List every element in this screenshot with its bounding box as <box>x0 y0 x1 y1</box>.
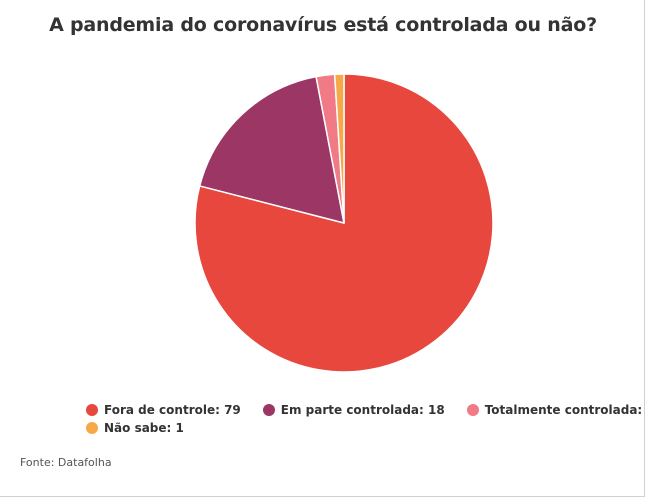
legend-label-fora-de-controle: Fora de controle: 79 <box>104 403 241 417</box>
legend-label-totalmente-controlada: Totalmente controlada: 2 <box>484 403 646 417</box>
legend-row-1: Fora de controle: 79 Em parte controlada… <box>86 401 646 419</box>
legend-item-fora-de-controle[interactable]: Fora de controle: 79 <box>86 403 241 417</box>
legend-item-nao-sabe[interactable]: Não sabe: 1 <box>86 421 184 435</box>
legend-row-2: Não sabe: 1 <box>86 419 626 437</box>
legend-dot-nao-sabe <box>86 422 98 434</box>
legend-dot-em-parte-controlada <box>262 404 275 416</box>
source-note: Fonte: Datafolha <box>20 456 112 469</box>
pie-slice-nao-sabe[interactable] <box>333 73 345 224</box>
legend-dot-fora-de-controle <box>86 404 98 416</box>
legend-label-nao-sabe: Não sabe: 1 <box>104 421 184 435</box>
legend-item-em-parte-controlada[interactable]: Em parte controlada: 18 <box>262 403 445 417</box>
chart-title: A pandemia do coronavírus está controlad… <box>49 14 597 36</box>
pie-slice-em-parte-controlada[interactable] <box>198 75 345 224</box>
pie-chart <box>194 73 494 373</box>
legend-dot-totalmente-controlada <box>466 404 479 416</box>
legend-label-em-parte-controlada: Em parte controlada: 18 <box>280 403 445 417</box>
legend: Fora de controle: 79 Em parte controlada… <box>86 401 646 437</box>
legend-item-totalmente-controlada[interactable]: Totalmente controlada: 2 <box>466 403 646 417</box>
